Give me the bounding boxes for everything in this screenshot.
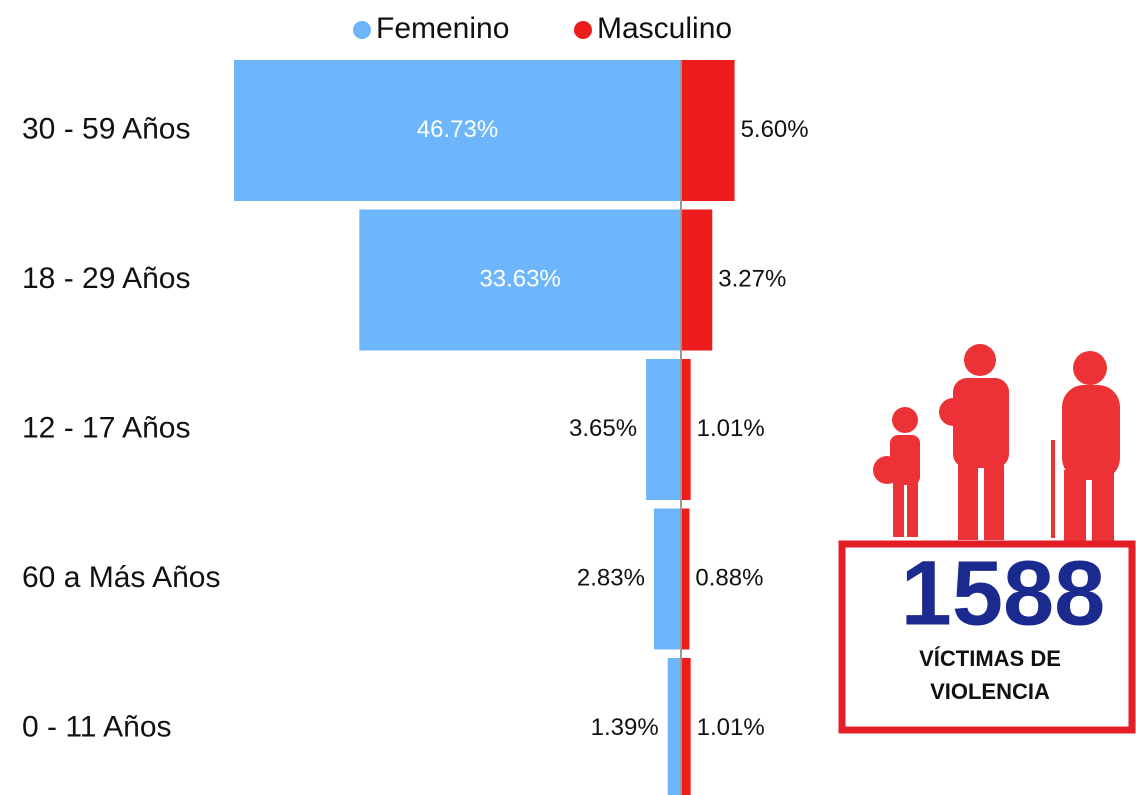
value-label: 1.01% — [697, 714, 765, 741]
bar — [681, 509, 689, 650]
category-label: 12 - 17 Años — [22, 411, 190, 444]
category-label: 0 - 11 Años — [22, 710, 172, 743]
count: 1588 — [901, 542, 1106, 644]
chart: 1588 VÍCTIMAS DE VIOLENCIA 30 - 59 Años 4… — [0, 0, 1136, 795]
value-label: 3.65% — [569, 415, 637, 442]
caption: VIOLENCIA — [930, 679, 1050, 704]
bar — [668, 658, 681, 795]
legend-marker — [574, 21, 592, 39]
bar — [646, 359, 681, 500]
legend-label: Femenino — [376, 12, 509, 45]
category-label: 18 - 29 Años — [22, 262, 190, 295]
silhouettes — [873, 344, 1120, 542]
category-label: 30 - 59 Años — [22, 112, 190, 145]
bar — [681, 210, 712, 351]
bar — [681, 658, 691, 795]
value-label: 1.01% — [697, 415, 765, 442]
bar — [654, 509, 681, 650]
page: 1588 VÍCTIMAS DE VIOLENCIA 30 - 59 Años 4… — [0, 0, 1136, 795]
value-label: 1.39% — [591, 714, 659, 741]
value-label: 3.27% — [718, 265, 786, 292]
legend-marker — [353, 21, 371, 39]
caption: VÍCTIMAS DE — [919, 646, 1061, 671]
value-label: 5.60% — [741, 116, 809, 143]
value-label: 0.88% — [695, 564, 763, 591]
value-label: 33.63% — [479, 265, 560, 292]
bar — [681, 60, 735, 201]
category-label: 60 a Más Años — [22, 561, 220, 594]
value-label: 2.83% — [577, 564, 645, 591]
value-label: 46.73% — [417, 116, 498, 143]
bar — [681, 359, 691, 500]
legend-label: Masculino — [597, 12, 732, 45]
